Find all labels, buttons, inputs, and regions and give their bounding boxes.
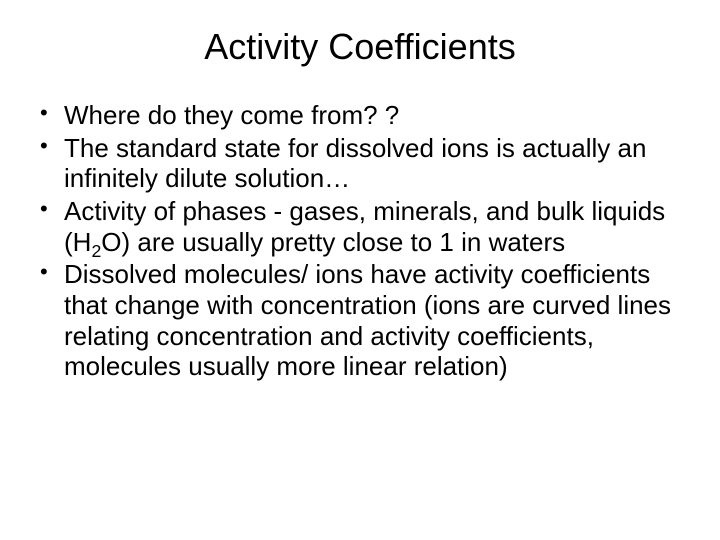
bullet-text-after: O) are usually pretty close to 1 in wate… xyxy=(101,227,565,257)
slide: Activity Coefficients Where do they come… xyxy=(0,0,720,540)
subscript: 2 xyxy=(91,241,101,261)
bullet-item: Where do they come from? ? xyxy=(36,100,692,131)
slide-title: Activity Coefficients xyxy=(28,26,692,68)
bullet-item: Dissolved molecules/ ions have activity … xyxy=(36,259,692,382)
bullet-item: Activity of phases - gases, minerals, an… xyxy=(36,196,692,257)
bullet-list: Where do they come from? ? The standard … xyxy=(28,100,692,382)
bullet-item: The standard state for dissolved ions is… xyxy=(36,133,692,194)
